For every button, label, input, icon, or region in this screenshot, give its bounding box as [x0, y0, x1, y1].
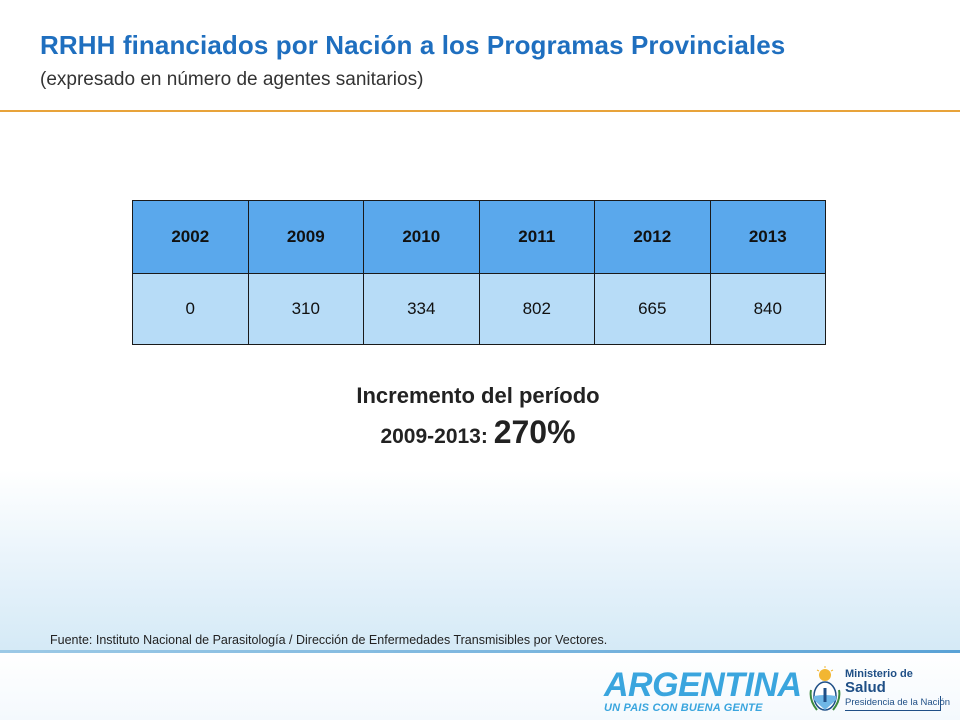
- value-cell: 334: [363, 273, 480, 345]
- ministerio-salud-logo: Ministerio de Salud Presidencia de la Na…: [845, 668, 950, 712]
- value-cell: 665: [594, 273, 711, 345]
- increment-value-line: 2009-2013: 270%: [0, 412, 956, 457]
- increment-percent: 270%: [493, 414, 576, 450]
- source-note: Fuente: Instituto Nacional de Parasitolo…: [50, 633, 608, 647]
- value-cell: 840: [709, 273, 826, 345]
- increment-summary: Incremento del período 2009-2013: 270%: [0, 380, 956, 457]
- ministerio-line3: Presidencia de la Nación: [845, 696, 950, 711]
- year-cell: 2010: [363, 200, 480, 274]
- value-cell: 802: [478, 273, 595, 345]
- table-value-row: 0 310 334 802 665 840: [132, 273, 826, 345]
- argentina-coat-of-arms-icon: [808, 666, 842, 716]
- page-title: RRHH financiados por Nación a los Progra…: [40, 30, 786, 60]
- footer-band: [0, 652, 960, 720]
- value-cell: 310: [247, 273, 364, 345]
- argentina-logo-word: ARGENTINA: [604, 666, 802, 704]
- ministerio-line2: Salud: [845, 679, 886, 696]
- argentina-logo: ARGENTINA UN PAIS CON BUENA GENTE: [604, 666, 802, 714]
- year-cell: 2002: [132, 200, 249, 274]
- table-header-row: 2002 2009 2010 2011 2012 2013: [132, 200, 826, 274]
- year-cell: 2013: [709, 200, 826, 274]
- argentina-logo-tagline: UN PAIS CON BUENA GENTE: [604, 702, 763, 714]
- year-cell: 2012: [594, 200, 711, 274]
- increment-period: 2009-2013:: [380, 425, 488, 448]
- title-divider: [0, 110, 960, 112]
- value-cell: 0: [132, 273, 249, 345]
- agents-table: 2002 2009 2010 2011 2012 2013 0 310 334 …: [132, 200, 826, 345]
- year-cell: 2011: [478, 200, 595, 274]
- year-cell: 2009: [247, 200, 364, 274]
- footer-band-line: [0, 650, 960, 653]
- page-subtitle: (expresado en número de agentes sanitari…: [40, 69, 424, 90]
- ministerio-line1: Ministerio de: [845, 668, 913, 680]
- increment-label: Incremento del período: [356, 383, 600, 408]
